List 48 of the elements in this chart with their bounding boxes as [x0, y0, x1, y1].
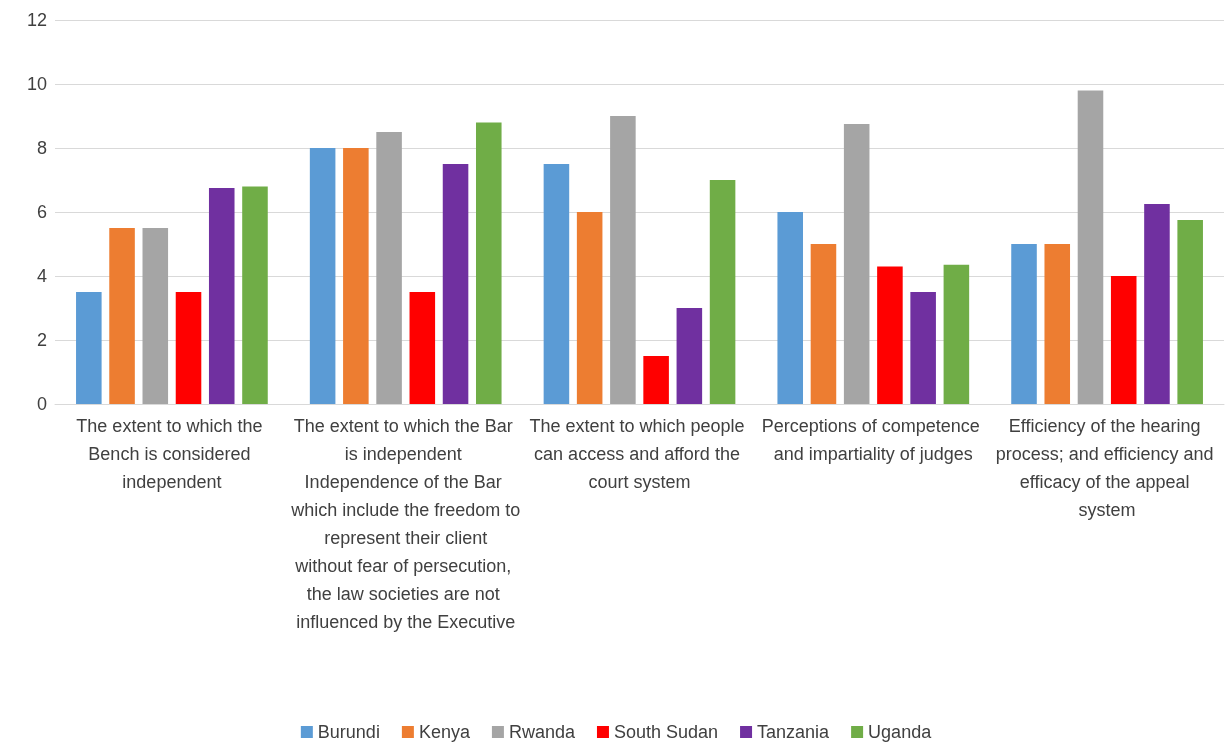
y-tick-label: 0 — [36, 394, 47, 414]
bar — [1077, 90, 1104, 404]
x-tick-label: The extent to which the Bar is independent Independence of the Bar which include the freedom to represent their client without fear of persecution, the law societies are not influenced by the Executive — [290, 416, 521, 632]
bar — [810, 244, 837, 404]
bar — [442, 164, 469, 404]
bar — [409, 292, 436, 404]
legend-label: Uganda — [868, 722, 933, 742]
legend-label: Tanzania — [757, 722, 831, 742]
bar — [877, 266, 903, 404]
bar — [943, 264, 970, 404]
bar — [643, 356, 669, 404]
bar — [543, 164, 570, 404]
bar — [1144, 204, 1170, 404]
bar — [1110, 276, 1137, 404]
y-tick-label: 6 — [36, 202, 47, 222]
bar — [175, 292, 202, 404]
bar — [709, 180, 736, 404]
bar — [576, 212, 603, 404]
bar — [309, 148, 336, 404]
legend-label: South Sudan — [613, 722, 719, 742]
bar — [109, 228, 135, 404]
y-tick-label: 8 — [36, 138, 47, 158]
bar — [343, 148, 369, 404]
bar — [777, 212, 803, 404]
bar — [676, 308, 703, 404]
legend-label: Burundi — [317, 722, 380, 742]
legend-label: Rwanda — [508, 722, 576, 742]
x-tick-label: Perceptions of competence and impartiality of judges — [761, 416, 985, 464]
x-tick-label: Efficiency of the hearing process; and efficiency and efficacy of the appeal system — [995, 416, 1219, 520]
bar — [476, 122, 502, 404]
bar — [1044, 244, 1071, 404]
y-tick-label: 4 — [36, 266, 47, 286]
bar — [1011, 244, 1037, 404]
bar — [242, 186, 268, 404]
bar — [76, 292, 102, 404]
bar — [142, 228, 169, 404]
bar — [843, 124, 870, 404]
y-tick-label: 10 — [26, 74, 47, 94]
legend-label: Kenya — [418, 722, 471, 742]
bar — [208, 188, 235, 404]
y-tick-label: 12 — [26, 10, 47, 30]
bar — [1177, 220, 1203, 404]
x-tick-label: The extent to which people can access and afford the court system — [529, 416, 750, 492]
x-tick-label: The extent to which the Bench is considered independent — [76, 416, 268, 492]
y-tick-label: 2 — [36, 330, 47, 350]
bar — [610, 116, 636, 404]
bar — [910, 292, 936, 404]
bar — [376, 132, 402, 404]
